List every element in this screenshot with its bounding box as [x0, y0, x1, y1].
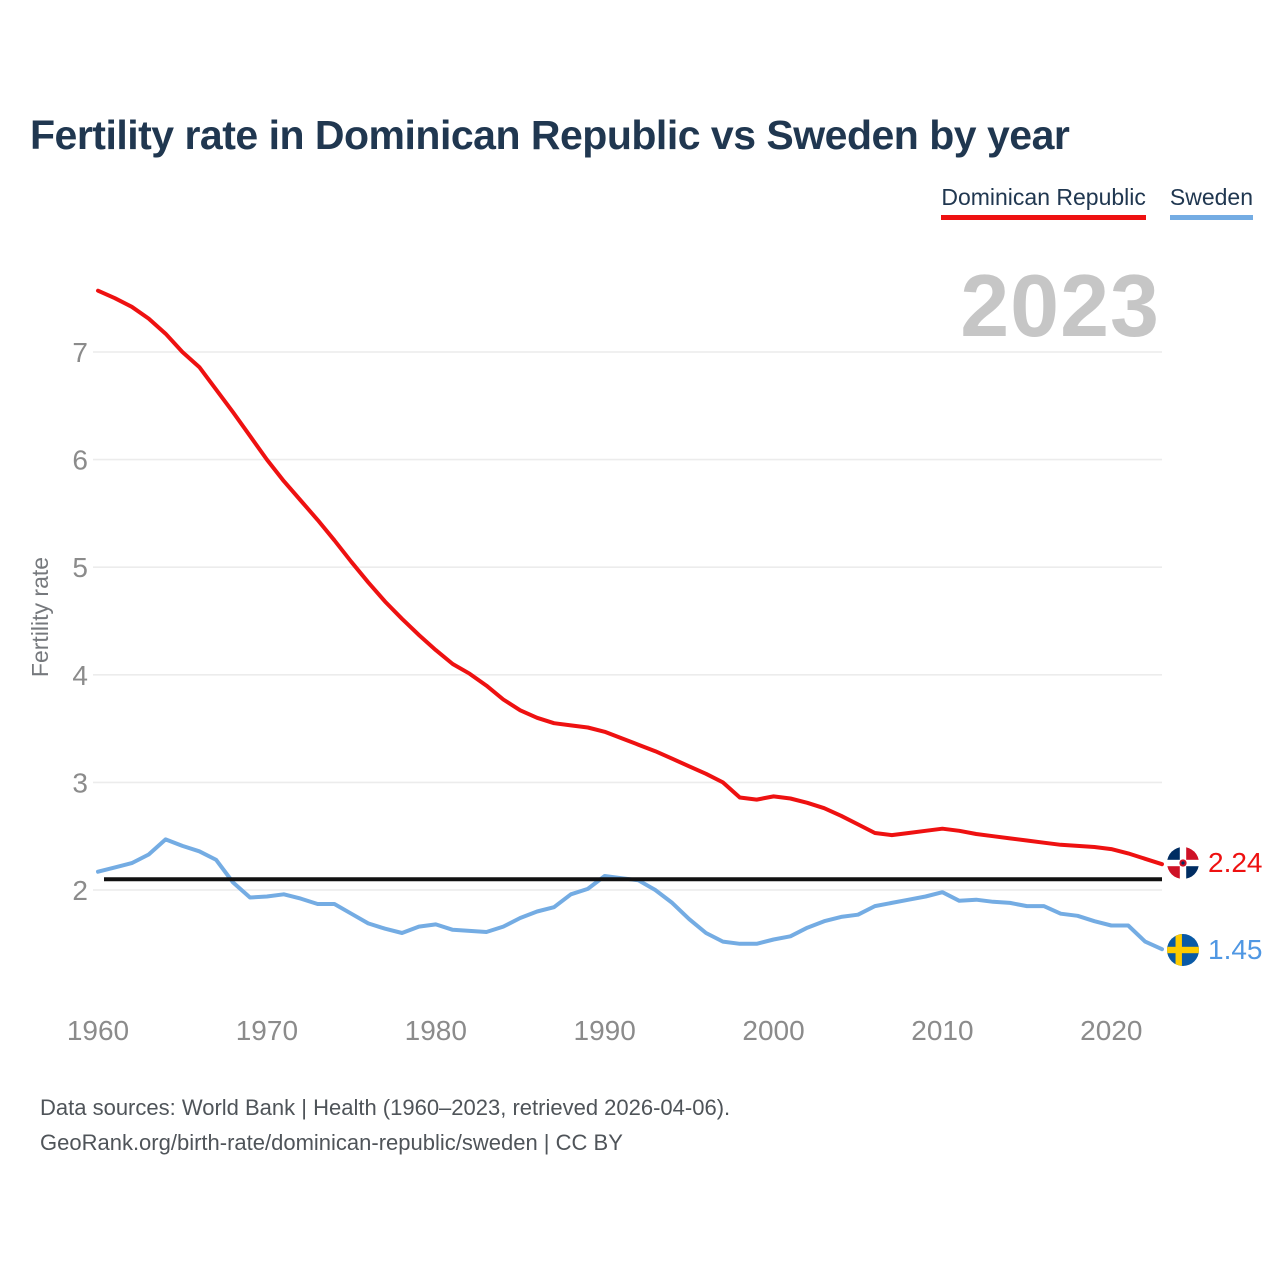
y-tick-label-3: 3: [72, 767, 88, 798]
x-tick-label-2010: 2010: [911, 1015, 973, 1046]
sweden-end-label: 1.45: [1167, 934, 1263, 966]
y-tick-label-2: 2: [72, 875, 88, 906]
year-watermark: 2023: [960, 256, 1160, 355]
x-tick-label-1970: 1970: [236, 1015, 298, 1046]
y-axis-title: Fertility rate: [27, 557, 53, 677]
legend-item-sweden[interactable]: Sweden: [1169, 184, 1253, 220]
footer-attribution: GeoRank.org/birth-rate/dominican-republi…: [40, 1130, 623, 1155]
legend: Dominican Republic Sweden: [941, 184, 1253, 220]
x-tick-label-2020: 2020: [1080, 1015, 1142, 1046]
y-tick-label-7: 7: [72, 337, 88, 368]
legend-item-dominican-republic[interactable]: Dominican Republic: [941, 184, 1146, 220]
x-tick-label-1960: 1960: [67, 1015, 129, 1046]
series-line-sweden: [96, 837, 1164, 952]
footer-data-sources: Data sources: World Bank | Health (1960–…: [40, 1095, 731, 1120]
sweden-flag-icon: [1167, 934, 1199, 966]
sweden-end-value: 1.45: [1208, 934, 1263, 965]
x-tick-label-2000: 2000: [742, 1015, 804, 1046]
x-tick-label-1980: 1980: [405, 1015, 467, 1046]
dr-end-label: 2.24: [1167, 847, 1263, 879]
page-title: Fertility rate in Dominican Republic vs …: [30, 112, 1070, 158]
dominican-republic-flag-icon: [1167, 847, 1199, 879]
y-tick-label-4: 4: [72, 660, 88, 691]
series-line-dominican-republic: [96, 288, 1164, 867]
dr-end-value: 2.24: [1208, 847, 1263, 878]
y-tick-label-6: 6: [72, 445, 88, 476]
x-tick-label-1990: 1990: [574, 1015, 636, 1046]
y-tick-label-5: 5: [72, 552, 88, 583]
footer: Data sources: World Bank | Health (1960–…: [40, 1090, 730, 1160]
